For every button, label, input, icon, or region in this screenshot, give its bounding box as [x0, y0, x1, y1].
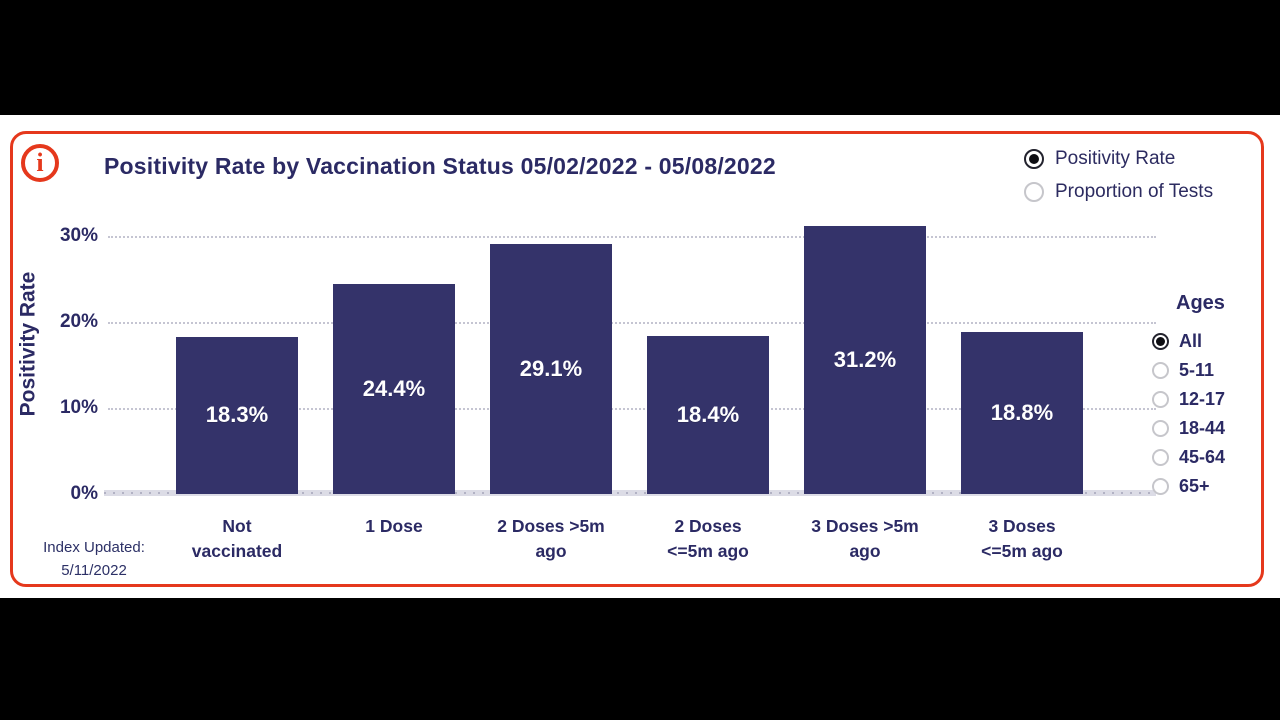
- y-tick-label: 10%: [59, 397, 98, 418]
- x-axis-label: Not vaccinated: [162, 514, 312, 564]
- age-option-45-64[interactable]: 45-64: [1152, 443, 1272, 472]
- bar-value-label: 18.8%: [990, 400, 1054, 426]
- bar-value-label: 18.4%: [676, 401, 740, 427]
- bar-3-doses-5m-ago[interactable]: 31.2%: [804, 225, 926, 494]
- age-option-65+[interactable]: 65+: [1152, 472, 1272, 501]
- age-option-label: All: [1179, 331, 1203, 351]
- gridline-20%: [108, 322, 1156, 324]
- x-axis-label-line: ago: [535, 541, 567, 561]
- x-axis-line: [104, 490, 1156, 496]
- radio-unselected-icon[interactable]: [1152, 478, 1169, 495]
- x-axis-label-line: 3 Doses >5m: [811, 516, 919, 536]
- age-option-label: 65+: [1179, 476, 1210, 496]
- x-axis-label: 3 Doses <=5m ago: [947, 514, 1097, 564]
- y-tick-label: 30%: [59, 225, 98, 246]
- radio-unselected-icon[interactable]: [1152, 420, 1169, 437]
- bar-3-doses-5m-ago[interactable]: 18.8%: [961, 332, 1083, 494]
- chart-title: Positivity Rate by Vaccination Status 05…: [104, 153, 776, 179]
- gridline-30%: [108, 236, 1156, 238]
- y-tick-label: 0%: [70, 483, 98, 504]
- x-axis-label: 2 Doses <=5m ago: [633, 514, 783, 564]
- x-axis-label: 2 Doses >5m ago: [476, 514, 626, 564]
- age-option-label: 18-44: [1179, 418, 1226, 438]
- radio-selected-icon[interactable]: [1024, 148, 1044, 169]
- bar-1-dose[interactable]: 24.4%: [333, 284, 455, 494]
- metric-radio-group: Positivity Rate Proportion of Tests: [1024, 142, 1213, 208]
- info-icon[interactable]: i: [21, 144, 59, 182]
- bar-value-label: 18.3%: [205, 402, 269, 428]
- x-axis-label-line: <=5m ago: [981, 541, 1063, 561]
- age-option-label: 12-17: [1179, 389, 1226, 409]
- bar-value-label: 24.4%: [362, 376, 426, 402]
- age-option-label: 45-64: [1179, 447, 1226, 467]
- radio-unselected-icon[interactable]: [1152, 362, 1169, 379]
- bar-2-doses-5m-ago[interactable]: 18.4%: [647, 335, 769, 494]
- metric-option-label: Positivity Rate: [1055, 147, 1176, 169]
- age-option-5-11[interactable]: 5-11: [1152, 356, 1272, 385]
- age-option-18-44[interactable]: 18-44: [1152, 414, 1272, 443]
- bar-value-label: 29.1%: [519, 355, 583, 381]
- index-updated-date: 5/11/2022: [61, 562, 127, 579]
- radio-unselected-icon[interactable]: [1152, 449, 1169, 466]
- x-axis-label-line: vaccinated: [191, 541, 283, 561]
- ages-title: Ages: [1176, 292, 1225, 314]
- index-updated-label: Index Updated:: [43, 539, 145, 556]
- bar-2-doses-5m-ago[interactable]: 29.1%: [490, 243, 612, 494]
- x-axis-label: 1 Dose: [319, 514, 469, 539]
- radio-unselected-icon[interactable]: [1152, 391, 1169, 408]
- metric-option-positivity-rate[interactable]: Positivity Rate: [1024, 142, 1213, 175]
- x-axis-label: 3 Doses >5m ago: [790, 514, 940, 564]
- metric-option-label: Proportion of Tests: [1055, 180, 1214, 202]
- x-axis-label-line: 2 Doses: [674, 516, 742, 536]
- age-option-all[interactable]: All: [1152, 327, 1272, 356]
- x-axis-label-line: <=5m ago: [667, 541, 749, 561]
- x-axis-label-line: 3 Doses: [988, 516, 1056, 536]
- ages-radio-group: All 5-11 12-17 18-44 45-64 65+: [1152, 327, 1272, 501]
- x-axis-label-line: 2 Doses >5m: [497, 516, 605, 536]
- bar-not-vaccinated[interactable]: 18.3%: [176, 336, 298, 494]
- metric-option-proportion-of-tests[interactable]: Proportion of Tests: [1024, 175, 1213, 208]
- bar-value-label: 31.2%: [833, 346, 897, 372]
- gridline-10%: [108, 408, 1156, 410]
- age-option-12-17[interactable]: 12-17: [1152, 385, 1272, 414]
- radio-selected-icon[interactable]: [1152, 333, 1169, 350]
- radio-unselected-icon[interactable]: [1024, 181, 1044, 202]
- ages-filter-panel: Ages All 5-11 12-17 18-44 45-64 65+: [1152, 292, 1272, 501]
- x-axis-label-line: Not: [222, 516, 252, 536]
- x-axis-label-line: 1 Dose: [365, 516, 423, 536]
- age-option-label: 5-11: [1179, 360, 1215, 380]
- info-icon-glyph: i: [36, 148, 44, 177]
- x-axis-label-line: ago: [849, 541, 881, 561]
- y-tick-label: 20%: [59, 311, 98, 332]
